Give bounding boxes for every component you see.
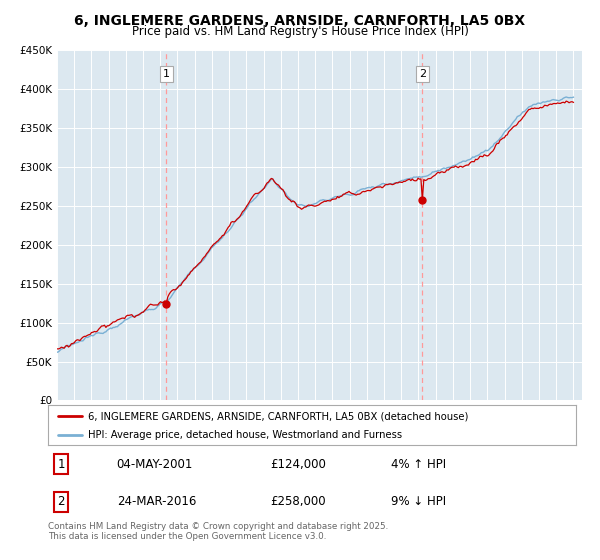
Text: 24-MAR-2016: 24-MAR-2016 [116,496,196,508]
Text: 9% ↓ HPI: 9% ↓ HPI [391,496,446,508]
Text: Contains HM Land Registry data © Crown copyright and database right 2025.
This d: Contains HM Land Registry data © Crown c… [48,522,388,542]
Text: £258,000: £258,000 [270,496,325,508]
Text: 2: 2 [58,496,65,508]
Text: 6, INGLEMERE GARDENS, ARNSIDE, CARNFORTH, LA5 0BX: 6, INGLEMERE GARDENS, ARNSIDE, CARNFORTH… [74,14,526,28]
Text: 04-MAY-2001: 04-MAY-2001 [116,458,193,470]
Text: 4% ↑ HPI: 4% ↑ HPI [391,458,446,470]
Text: 6, INGLEMERE GARDENS, ARNSIDE, CARNFORTH, LA5 0BX (detached house): 6, INGLEMERE GARDENS, ARNSIDE, CARNFORTH… [88,411,468,421]
Text: 2: 2 [419,69,426,79]
Text: HPI: Average price, detached house, Westmorland and Furness: HPI: Average price, detached house, West… [88,430,402,440]
Text: £124,000: £124,000 [270,458,326,470]
Text: 1: 1 [58,458,65,470]
Text: Price paid vs. HM Land Registry's House Price Index (HPI): Price paid vs. HM Land Registry's House … [131,25,469,38]
Text: 1: 1 [163,69,170,79]
